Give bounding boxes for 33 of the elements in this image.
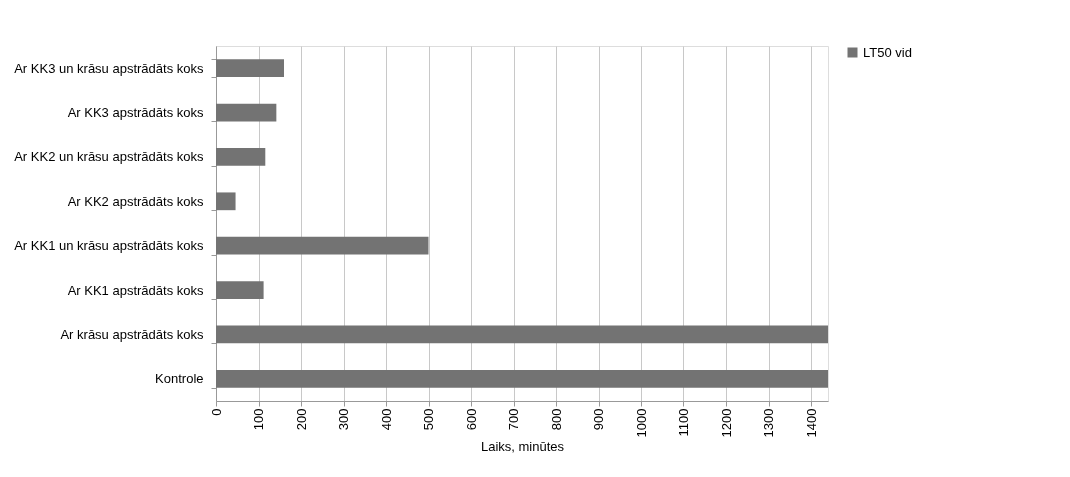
bar <box>216 281 264 299</box>
legend-label: LT50 vid <box>863 44 912 60</box>
bar <box>216 325 828 344</box>
y-tick-label: Ar KK3 un krāsu apstrādāts koks <box>14 60 204 76</box>
y-tick-label: Ar KK2 apstrādāts koks <box>67 193 204 209</box>
x-tick-label: 600 <box>463 408 479 431</box>
y-tick-label: Ar krāsu apstrādāts koks <box>60 326 204 342</box>
y-tick-label: Ar KK1 un krāsu apstrādāts koks <box>14 238 204 254</box>
x-axis-title: Laiks, minūtes <box>480 439 565 455</box>
x-tick-label: 1300 <box>761 408 776 438</box>
x-tick-label: 300 <box>336 408 351 431</box>
x-tick-label: 900 <box>591 408 606 431</box>
bar <box>216 192 236 211</box>
x-tick-label: 1100 <box>676 408 691 437</box>
y-tick-label: Ar KK1 apstrādāts koks <box>67 282 204 298</box>
x-tick-label: 500 <box>421 408 436 431</box>
x-tick-label: 400 <box>378 408 394 431</box>
bar <box>216 369 828 388</box>
x-tick-label: 700 <box>506 408 521 431</box>
x-tick-label: 100 <box>251 408 266 431</box>
y-tick-label: Kontrole <box>155 371 204 387</box>
bar <box>216 148 266 166</box>
x-tick-label: 800 <box>548 408 564 431</box>
x-tick-label: 0 <box>208 408 224 416</box>
x-tick-label: 1400 <box>803 408 819 438</box>
y-tick-label: Ar KK3 apstrādāts koks <box>67 105 204 121</box>
x-tick-label: 1000 <box>633 408 649 438</box>
bar <box>216 59 284 78</box>
bar <box>216 236 429 255</box>
bar <box>216 103 277 122</box>
x-tick-label: 1200 <box>718 408 734 438</box>
x-tick-label: 200 <box>293 408 309 431</box>
y-tick-label: Ar KK2 un krāsu apstrādāts koks <box>14 149 204 165</box>
